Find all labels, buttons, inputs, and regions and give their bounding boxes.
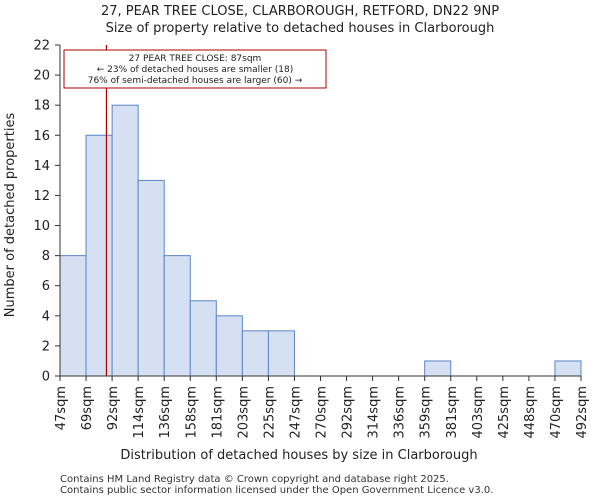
annotation-box: 27 PEAR TREE CLOSE: 87sqm ← 23% of detac… <box>63 49 327 89</box>
x-tick-label: 314sqm <box>367 386 382 439</box>
x-tick-label: 270sqm <box>315 386 330 439</box>
x-tick-label: 181sqm <box>210 386 225 439</box>
chart: 27, PEAR TREE CLOSE, CLARBOROUGH, RETFOR… <box>3 4 590 463</box>
annotation-frame <box>63 49 327 89</box>
y-tick-label: 2 <box>42 339 50 354</box>
chart-title-line-2: Size of property relative to detached ho… <box>106 21 495 36</box>
bar-114sqm <box>137 179 165 377</box>
x-tick-label: 448sqm <box>523 386 538 439</box>
bars-group <box>59 104 582 377</box>
bar-203sqm <box>241 330 269 377</box>
x-tick-label: 336sqm <box>393 386 408 439</box>
x-tick-label: 114sqm <box>132 386 147 439</box>
bar-47sqm <box>59 255 87 377</box>
annotation-line-1: 27 PEAR TREE CLOSE: 87sqm <box>129 54 262 64</box>
x-tick-label: 359sqm <box>419 386 434 439</box>
y-tick-label: 0 <box>42 370 50 385</box>
bar-181sqm <box>215 315 243 377</box>
x-tick-label: 47sqm <box>54 386 69 430</box>
x-tick-label: 292sqm <box>341 386 356 439</box>
footer-line-2: Contains public sector information licen… <box>60 485 494 496</box>
x-tick-label: 92sqm <box>106 386 121 430</box>
y-axis: 0 2 4 6 8 10 12 14 16 18 20 22 <box>33 39 61 385</box>
y-tick-label: 14 <box>33 159 50 174</box>
y-tick-label: 18 <box>33 99 50 114</box>
bar-136sqm <box>163 255 191 377</box>
bar-158sqm <box>189 300 217 377</box>
annotation-line-2: ← 23% of detached houses are smaller (18… <box>97 65 294 75</box>
y-tick-label: 4 <box>42 309 50 324</box>
x-tick-label: 225sqm <box>262 386 277 439</box>
x-tick-label: 381sqm <box>445 386 460 439</box>
x-tick-label: 247sqm <box>288 386 303 439</box>
y-tick-label: 22 <box>33 39 50 54</box>
footer-line-1: Contains HM Land Registry data © Crown c… <box>60 474 449 485</box>
y-tick-label: 10 <box>33 219 50 234</box>
x-tick-label: 158sqm <box>184 386 199 439</box>
x-tick-label: 425sqm <box>497 386 512 439</box>
y-tick-label: 12 <box>33 189 50 204</box>
x-axis-title: Distribution of detached houses by size … <box>120 448 477 463</box>
annotation-line-3: 76% of semi-detached houses are larger (… <box>88 76 303 86</box>
x-tick-label: 136sqm <box>158 386 173 439</box>
y-tick-label: 8 <box>42 249 50 264</box>
chart-title-line-1: 27, PEAR TREE CLOSE, CLARBOROUGH, RETFOR… <box>101 4 499 19</box>
x-axis: 47sqm 69sqm 92sqm 114sqm 136sqm 158sqm 181sqm 2… <box>54 375 590 439</box>
x-tick-label: 403sqm <box>471 386 486 439</box>
x-tick-label: 69sqm <box>80 386 95 430</box>
bar-92sqm <box>111 104 139 377</box>
x-tick-label: 470sqm <box>549 386 564 439</box>
y-tick-label: 16 <box>33 129 50 144</box>
bar-69sqm <box>85 134 113 377</box>
y-tick-label: 6 <box>42 279 50 294</box>
y-axis-title: Number of detached properties <box>3 113 18 318</box>
bar-225sqm <box>267 330 295 377</box>
bar-470sqm <box>554 360 582 377</box>
x-tick-label: 203sqm <box>236 386 251 439</box>
y-tick-label: 20 <box>33 69 50 84</box>
x-tick-label: 492sqm <box>575 386 590 439</box>
bar-359sqm <box>424 360 452 377</box>
